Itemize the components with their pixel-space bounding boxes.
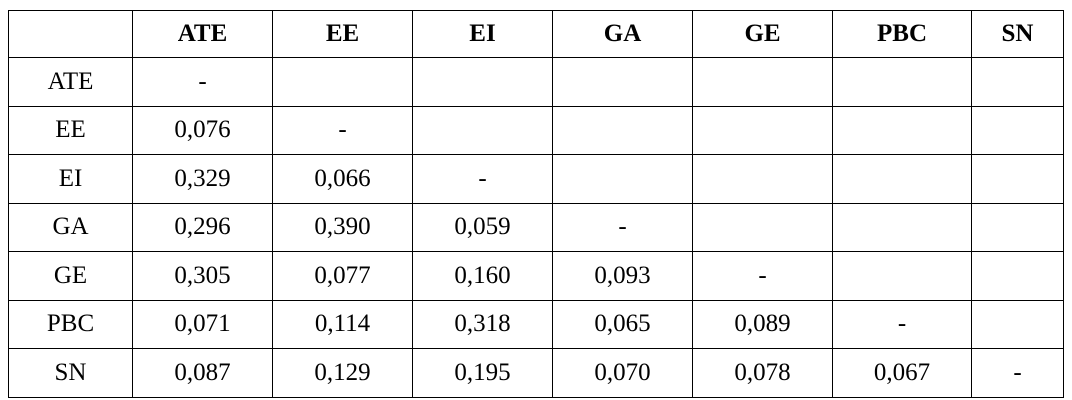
- value-cell: 0,129: [272, 348, 413, 398]
- table-row: EE 0,076-: [8, 105, 1064, 155]
- row-label: GE: [8, 251, 133, 301]
- header-row: ATE EE EI GA GE PBC SN: [8, 10, 1064, 58]
- value-cell: -: [692, 251, 833, 301]
- table-row: ATE -: [8, 57, 1064, 107]
- column-header: EE: [272, 10, 413, 58]
- value-cell: 0,390: [272, 202, 413, 252]
- empty-cell: [692, 105, 833, 155]
- value-cell: 0,160: [412, 251, 553, 301]
- empty-cell: [412, 105, 553, 155]
- value-cell: 0,089: [692, 299, 833, 349]
- value-cell: 0,059: [412, 202, 553, 252]
- empty-cell: [552, 105, 693, 155]
- empty-cell: [971, 105, 1064, 155]
- value-cell: 0,070: [552, 348, 693, 398]
- empty-cell: [832, 154, 972, 204]
- value-cell: 0,066: [272, 154, 413, 204]
- value-cell: -: [832, 299, 972, 349]
- value-cell: 0,076: [132, 105, 273, 155]
- value-cell: 0,078: [692, 348, 833, 398]
- row-label: PBC: [8, 299, 133, 349]
- empty-cell: [971, 202, 1064, 252]
- value-cell: 0,329: [132, 154, 273, 204]
- value-cell: 0,195: [412, 348, 553, 398]
- table-row: EI 0,329 0,066-: [8, 154, 1064, 204]
- row-label: ATE: [8, 57, 133, 107]
- empty-cell: [971, 299, 1064, 349]
- value-cell: 0,065: [552, 299, 693, 349]
- value-cell: 0,071: [132, 299, 273, 349]
- value-cell: -: [971, 348, 1064, 398]
- value-cell: -: [552, 202, 693, 252]
- empty-cell: [272, 57, 413, 107]
- column-header: GA: [552, 10, 693, 58]
- value-cell: 0,093: [552, 251, 693, 301]
- table-body: ATE - EE 0,076- EI 0,329 0,066- GA 0,296 0,390 0,0…: [8, 57, 1064, 398]
- empty-cell: [552, 57, 693, 107]
- empty-cell: [971, 154, 1064, 204]
- value-cell: -: [132, 57, 273, 107]
- empty-cell: [832, 202, 972, 252]
- correlation-table: ATE EE EI GA GE PBC SN ATE - EE 0,076- EI 0,329 0,06…: [8, 10, 1064, 398]
- column-header: EI: [412, 10, 553, 58]
- empty-cell: [832, 251, 972, 301]
- empty-cell: [971, 251, 1064, 301]
- row-label: SN: [8, 348, 133, 398]
- value-cell: 0,067: [832, 348, 972, 398]
- empty-cell: [832, 57, 972, 107]
- column-header: SN: [971, 10, 1064, 58]
- empty-cell: [971, 57, 1064, 107]
- column-header: GE: [692, 10, 833, 58]
- table-row: SN 0,087 0,129 0,195 0,070 0,078 0,067-: [8, 348, 1064, 398]
- empty-cell: [692, 154, 833, 204]
- column-header: ATE: [132, 10, 273, 58]
- value-cell: 0,077: [272, 251, 413, 301]
- empty-cell: [692, 57, 833, 107]
- table-row: GA 0,296 0,390 0,059-: [8, 202, 1064, 252]
- value-cell: 0,318: [412, 299, 553, 349]
- value-cell: 0,296: [132, 202, 273, 252]
- column-header: PBC: [832, 10, 972, 58]
- value-cell: 0,114: [272, 299, 413, 349]
- row-label: GA: [8, 202, 133, 252]
- row-label: EI: [8, 154, 133, 204]
- corner-cell: [8, 10, 133, 58]
- value-cell: 0,305: [132, 251, 273, 301]
- empty-cell: [412, 57, 553, 107]
- empty-cell: [692, 202, 833, 252]
- value-cell: 0,087: [132, 348, 273, 398]
- row-label: EE: [8, 105, 133, 155]
- table-row: GE 0,305 0,077 0,160 0,093-: [8, 251, 1064, 301]
- value-cell: -: [412, 154, 553, 204]
- empty-cell: [552, 154, 693, 204]
- table-row: PBC 0,071 0,114 0,318 0,065 0,089-: [8, 299, 1064, 349]
- value-cell: -: [272, 105, 413, 155]
- empty-cell: [832, 105, 972, 155]
